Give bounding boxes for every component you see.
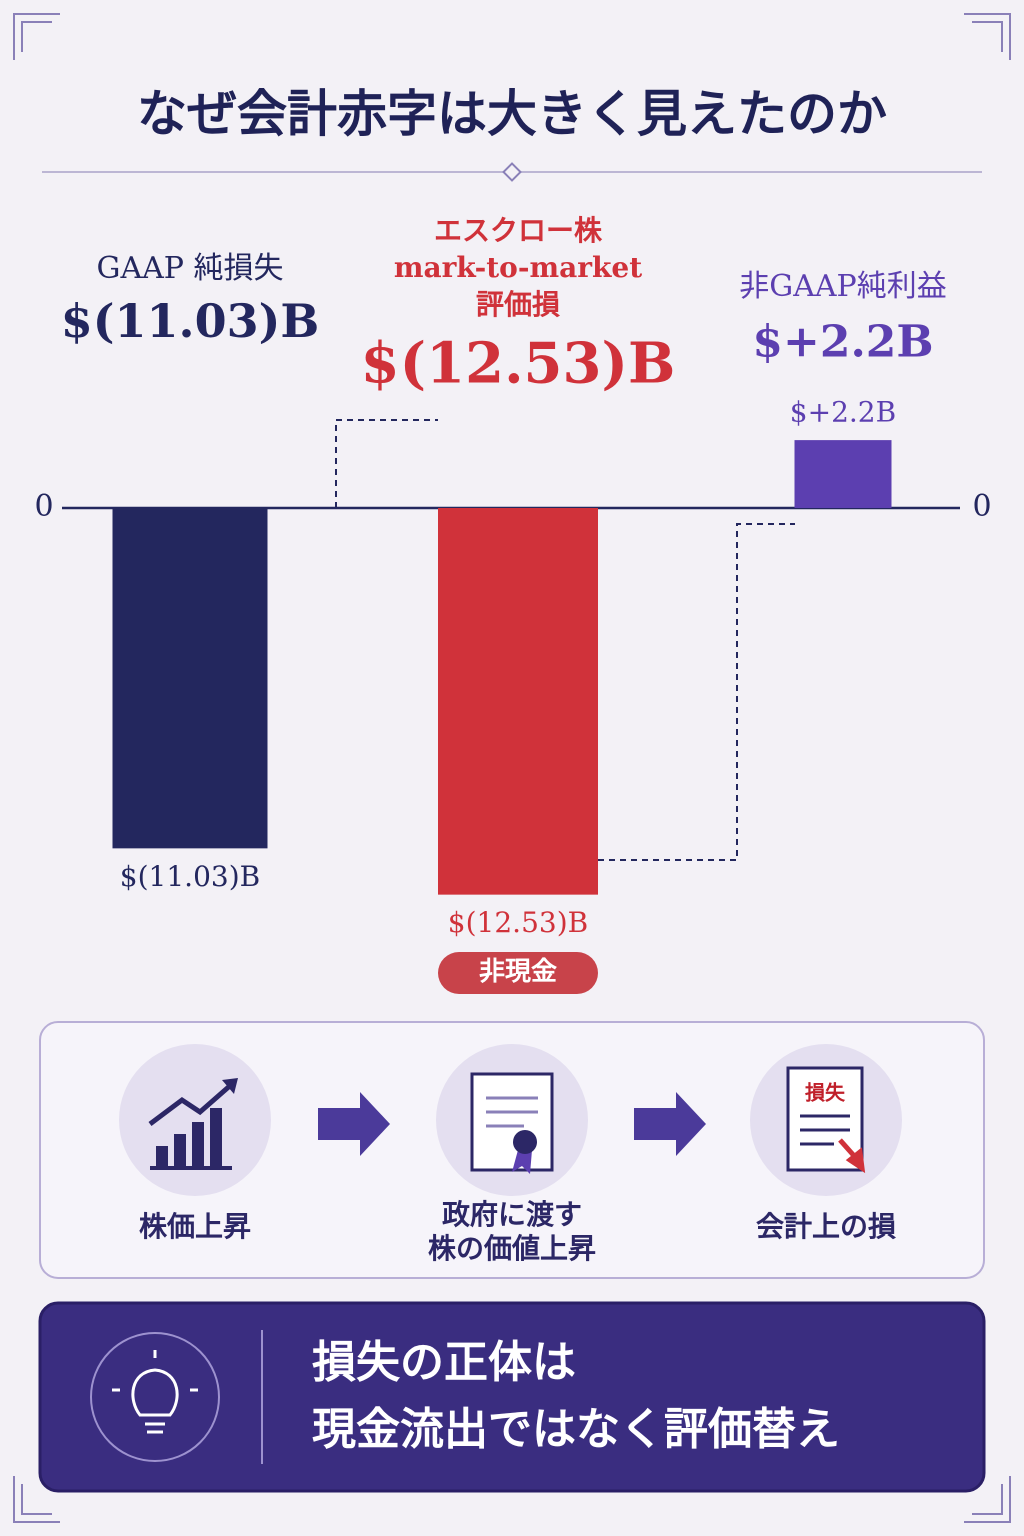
chart: 0 0 GAAP 純損失 $(11.03)B $(11.03)B エスクロー株 mark-t…	[34, 214, 992, 994]
flow-label: 会計上の損	[756, 1210, 896, 1243]
flow-label: 政府に渡す株の価値上昇	[428, 1198, 596, 1265]
flow-icons	[119, 1044, 902, 1196]
bulb-icon	[90, 1332, 220, 1462]
bar	[794, 440, 892, 508]
value-label: $(12.53)B	[448, 906, 588, 939]
conclusion: 損失の正体は現金流出ではなく評価替え	[312, 1337, 840, 1455]
frame	[13, 13, 1011, 1523]
category-label: エスクロー株 mark-to-market 評価損	[394, 214, 642, 321]
title: なぜ会計赤字は大きく見えたのか	[137, 84, 887, 143]
badge-text: 非現金	[479, 957, 557, 987]
value-label: $+2.2B	[790, 396, 896, 429]
category-label: GAAP 純損失	[96, 251, 283, 286]
header-value: $(12.53)B	[361, 331, 676, 397]
bar	[112, 508, 268, 849]
header-value: $+2.2B	[752, 317, 933, 368]
connector	[335, 419, 438, 508]
flow-label: 株価上昇	[139, 1210, 251, 1243]
bar	[438, 508, 598, 895]
value-label: $(11.03)B	[120, 860, 260, 893]
y-tick-label: 0	[972, 489, 991, 524]
conclusion-box	[38, 1301, 986, 1493]
connector	[598, 523, 795, 861]
icon-text: 損失	[805, 1081, 846, 1105]
badge	[438, 952, 598, 994]
header-value: $(11.03)B	[61, 294, 319, 348]
divider-ornament	[502, 162, 522, 182]
category-label: 非GAAP純利益	[739, 269, 946, 304]
y-tick-label: 0	[34, 489, 53, 524]
flow: 株価上昇 政府に渡す株の価値上昇 会計上の損	[139, 1198, 896, 1265]
